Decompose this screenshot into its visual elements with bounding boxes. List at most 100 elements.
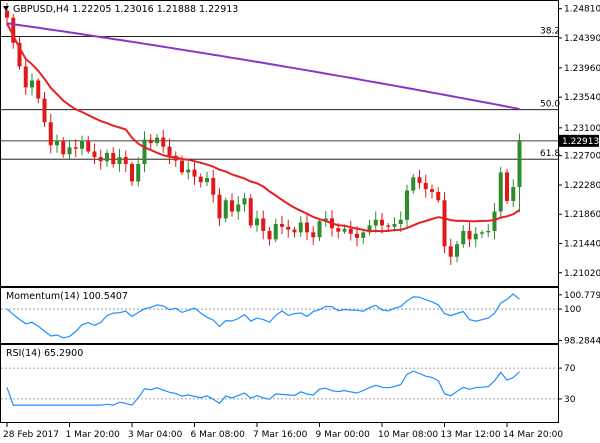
momentum-tick-label: 100 xyxy=(564,305,581,315)
candle-body xyxy=(292,229,297,233)
time-tick-label: 1 Mar 20:00 xyxy=(66,430,121,440)
moving-averages xyxy=(6,22,521,233)
candle-body xyxy=(430,189,434,192)
sma-fast-line xyxy=(6,22,521,233)
candle-body xyxy=(36,80,41,99)
candle-body xyxy=(273,223,278,240)
momentum-tick-label: 98.2844 xyxy=(564,337,600,347)
candle-body xyxy=(436,191,441,201)
candle-body xyxy=(161,137,166,147)
price-panel-header: GBPUSD,H4 1.22205 1.23016 1.21888 1.2291… xyxy=(13,4,238,15)
candles xyxy=(5,3,522,266)
sma-slow-line xyxy=(6,22,520,110)
candle-body xyxy=(142,139,147,165)
candle-body xyxy=(380,219,384,226)
candle-body xyxy=(323,218,328,222)
candle-body xyxy=(448,246,453,257)
time-tick-label: 14 Mar 20:00 xyxy=(503,430,563,440)
candle-body xyxy=(317,221,322,238)
candle-body xyxy=(192,169,197,177)
candle-body xyxy=(211,177,216,195)
price-tick-label: 1.24390 xyxy=(564,34,600,44)
candle-body xyxy=(92,151,97,158)
candle-body xyxy=(130,164,134,182)
candle-body xyxy=(223,200,228,219)
momentum-panel xyxy=(0,287,559,344)
rsi-indicator: 70 30 xyxy=(1,364,576,406)
candle-body xyxy=(48,122,53,146)
candle-body xyxy=(517,141,522,188)
momentum-tick-label: 100.7792 xyxy=(564,291,600,301)
candle-body xyxy=(167,146,172,156)
current-price-tag xyxy=(559,134,599,147)
candle-body xyxy=(255,218,259,226)
momentum-line xyxy=(6,293,520,339)
candle-body xyxy=(398,219,403,224)
time-tick-label: 7 Mar 16:00 xyxy=(253,430,308,440)
time-tick-label: 9 Mar 00:00 xyxy=(316,430,371,440)
candle-body xyxy=(11,17,16,43)
time-axis: 28 Feb 2017 1 Mar 20:00 3 Mar 04:00 6 Mar 0… xyxy=(3,422,563,440)
candle-body xyxy=(261,218,266,231)
candle-body xyxy=(67,147,72,155)
price-tick-label: 1.21020 xyxy=(564,269,600,279)
candle-body xyxy=(511,187,516,201)
candle-body xyxy=(423,182,428,190)
candle-body xyxy=(186,169,191,173)
candle-body xyxy=(311,232,316,238)
price-tick-label: 1.23960 xyxy=(564,64,600,74)
candle-body xyxy=(198,176,203,183)
candle-body xyxy=(242,198,247,205)
candle-body xyxy=(123,157,128,165)
candle-body xyxy=(180,160,184,173)
candle-body xyxy=(42,98,47,123)
candle-body xyxy=(55,140,59,146)
candle-body xyxy=(455,244,459,257)
candle-body xyxy=(86,140,91,152)
rsi-panel-header: RSI(14) 65.2900 xyxy=(6,348,83,359)
candle-body xyxy=(298,222,303,233)
candle-body xyxy=(61,140,66,155)
candle-body xyxy=(248,198,253,226)
momentum-indicator: 100.7792 100 98.2844 xyxy=(1,291,600,347)
candle-body xyxy=(155,137,159,144)
candle-body xyxy=(286,226,291,230)
candle-body xyxy=(17,42,22,67)
candle-body xyxy=(486,230,491,233)
candle-body xyxy=(336,228,341,232)
rsi-line xyxy=(6,370,520,406)
fib-level-label: 38.2 xyxy=(540,27,560,37)
candle-body xyxy=(342,228,347,232)
candle-body xyxy=(267,230,272,240)
candle-body xyxy=(467,230,472,240)
momentum-panel-header: Momentum(14) 100.5407 xyxy=(6,291,128,302)
candle-body xyxy=(98,157,103,162)
candle-body xyxy=(236,204,241,212)
time-tick-label: 28 Feb 2017 xyxy=(3,430,59,440)
candle-body xyxy=(386,225,391,227)
candle-body xyxy=(136,164,141,182)
time-tick-label: 6 Mar 08:00 xyxy=(191,430,246,440)
candle-body xyxy=(373,219,378,226)
candle-body xyxy=(461,230,466,245)
candle-body xyxy=(367,225,372,233)
candle-body xyxy=(30,80,34,88)
current-price-label: 1.22913 xyxy=(562,137,599,147)
fib-level-label: 50.0 xyxy=(540,100,560,110)
price-tick-label: 1.22700 xyxy=(564,152,600,162)
candle-body xyxy=(392,223,397,227)
candle-body xyxy=(473,233,478,240)
price-tick-label: 1.22280 xyxy=(564,181,600,191)
price-tick-label: 1.21860 xyxy=(564,210,600,220)
fibonacci-levels: 38.2 50.0 61.8 xyxy=(1,27,560,160)
price-tick-label: 1.23100 xyxy=(564,124,600,134)
candle-body xyxy=(230,200,234,212)
price-tick-label: 1.21440 xyxy=(564,239,600,249)
candle-body xyxy=(111,152,116,165)
price-tick-label: 1.24810 xyxy=(564,5,600,15)
candle-body xyxy=(117,157,122,165)
candle-body xyxy=(105,152,109,162)
collapse-triangle-icon[interactable] xyxy=(3,6,9,11)
candle-body xyxy=(498,172,503,212)
